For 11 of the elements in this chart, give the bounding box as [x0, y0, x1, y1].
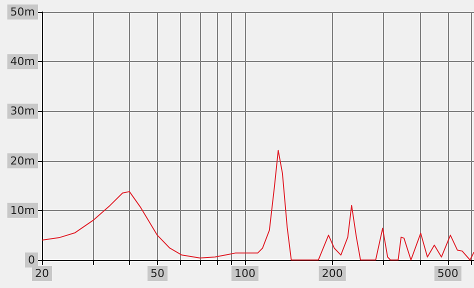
- x-tick-label: 20: [35, 267, 49, 280]
- x-tick-label: 200: [322, 267, 343, 280]
- x-tick-label: 50: [150, 267, 165, 280]
- y-tick-label: 50m: [10, 6, 35, 18]
- x-tick-label: 500: [437, 267, 458, 280]
- x-tick-label: 100: [234, 267, 256, 280]
- y-tick-label: 0: [28, 254, 35, 266]
- y-tick-label: 20m: [10, 154, 35, 168]
- y-tick-label: 10m: [10, 204, 35, 217]
- y-tick-label: 40m: [10, 55, 35, 68]
- y-tick-label: 30m: [10, 104, 35, 118]
